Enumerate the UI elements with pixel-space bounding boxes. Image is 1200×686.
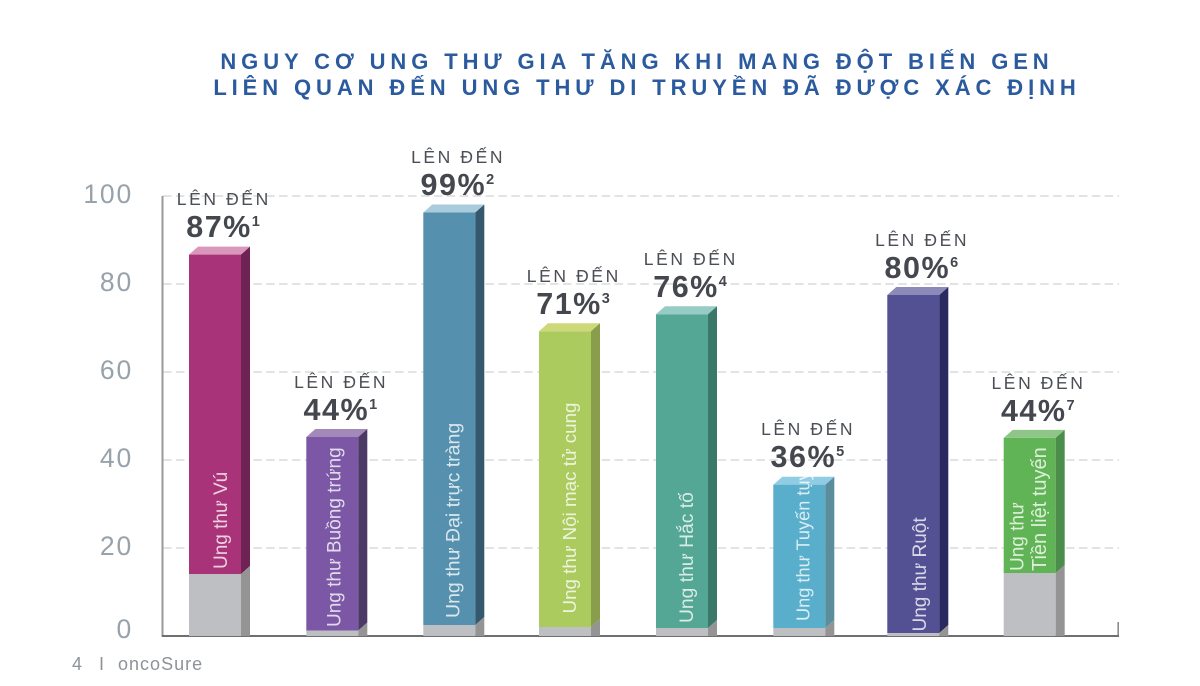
- svg-text:Ung thư Buồng trứng: Ung thư Buồng trứng: [324, 447, 345, 627]
- svg-text:Ung thư Đại trực tràng: Ung thư Đại trực tràng: [442, 423, 464, 618]
- svg-text:Ung thư Vú: Ung thư Vú: [211, 472, 232, 569]
- svg-text:Ung thư: Ung thư: [1008, 502, 1029, 571]
- svg-text:Ung thư Hắc tố: Ung thư Hắc tố: [675, 492, 698, 623]
- svg-text:Ung thư Ruột: Ung thư Ruột: [910, 517, 931, 632]
- svg-text:Tiền liệt tuyến: Tiền liệt tuyến: [1029, 447, 1051, 571]
- svg-text:Ung thư Tuyến tụy: Ung thư Tuyến tụy: [793, 470, 813, 621]
- svg-text:Ung thư Nội mạc tử cung: Ung thư Nội mạc tử cung: [559, 403, 580, 614]
